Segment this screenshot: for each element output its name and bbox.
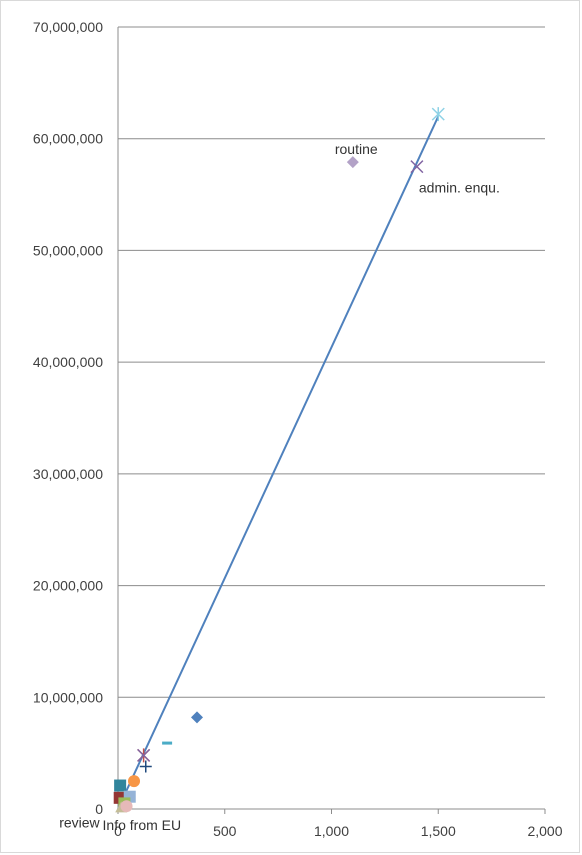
x-tick-label: 500 — [213, 823, 237, 839]
point-label: admin. enqu. — [419, 180, 500, 196]
circle-marker — [128, 775, 141, 788]
star-marker — [431, 107, 445, 122]
square-marker — [123, 790, 136, 803]
data-point — [114, 779, 127, 792]
y-tick-label: 10,000,000 — [33, 689, 103, 705]
axes — [117, 27, 546, 814]
x-tick-label: 1,500 — [421, 823, 456, 839]
data-point — [128, 775, 141, 788]
point-labels: routine admin. enqu. review Info from EU — [59, 141, 500, 833]
data-point — [139, 760, 152, 773]
tick-labels: 0 10,000,000 20,000,000 30,000,000 40,000,00… — [33, 19, 563, 839]
x-tick-label: 0 — [114, 823, 122, 839]
data-point — [431, 107, 445, 122]
trendline — [117, 115, 440, 810]
point-label: review — [59, 814, 100, 830]
dash-marker — [162, 741, 173, 745]
trendline-layer — [117, 115, 440, 810]
point-label: Info from EU — [103, 817, 182, 833]
data-points — [113, 107, 445, 813]
data-point — [162, 741, 173, 745]
x-tick-label: 1,000 — [314, 823, 349, 839]
diamond-marker — [346, 156, 359, 169]
x-tick-label: 2,000 — [527, 823, 562, 839]
data-point — [346, 156, 359, 169]
y-tick-label: 50,000,000 — [33, 242, 103, 258]
data-point — [190, 711, 203, 724]
x-marker — [137, 748, 151, 762]
data-point — [410, 160, 424, 174]
y-tick-label: 20,000,000 — [33, 578, 103, 594]
square-marker — [114, 779, 127, 792]
data-point — [120, 800, 133, 813]
data-point — [137, 748, 151, 762]
y-tick-label: 0 — [95, 801, 103, 817]
y-tick-label: 40,000,000 — [33, 354, 103, 370]
y-tick-label: 70,000,000 — [33, 19, 103, 35]
data-point — [123, 790, 136, 803]
gridlines — [118, 26, 545, 698]
y-tick-label: 30,000,000 — [33, 466, 103, 482]
plus-marker — [139, 760, 152, 773]
diamond-marker — [190, 711, 203, 724]
y-tick-label: 60,000,000 — [33, 131, 103, 147]
point-label: routine — [335, 141, 378, 157]
circle-marker — [120, 800, 133, 813]
x-marker — [410, 160, 424, 174]
